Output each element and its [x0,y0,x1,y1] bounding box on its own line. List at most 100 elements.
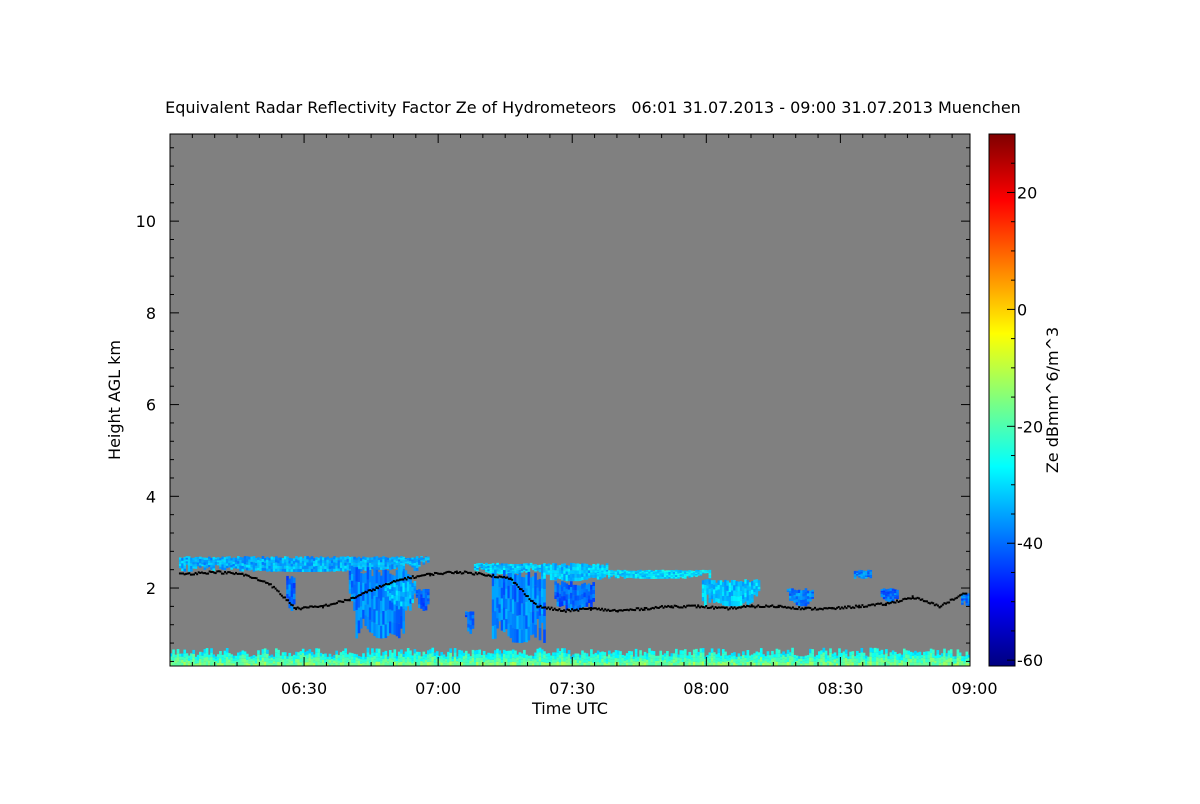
cloud-base-point [531,600,534,603]
cloud-base-point [739,606,742,609]
cloud-base-point [608,609,611,612]
cloud-base-point [207,572,210,575]
cloud-base-point [631,608,634,611]
cloud-base-point [533,602,536,604]
cloud-base-point [224,570,227,573]
cloud-base-point [946,601,949,604]
x-axis-label: Time UTC [531,699,608,718]
cloud-base-point [618,609,621,612]
cloud-base-point [558,608,561,611]
cloud-base-point [205,572,208,575]
cloud-base-point [359,593,362,596]
cloud-base-point [203,572,206,575]
cloud-base-point [231,572,234,575]
cloud-base-point [880,602,883,605]
cloud-base-point [638,609,641,612]
cloud-base-point [596,608,599,611]
cloud-base-point [903,597,906,600]
cloud-base-point [247,574,250,577]
cloud-base-point [593,607,596,610]
cloud-base-point [873,604,876,607]
cloud-base-point [410,577,413,580]
cloud-base-point [507,577,510,580]
cloud-base-point [930,601,933,604]
cloud-base-point [211,570,214,573]
cloud-base-point [191,573,194,576]
cloud-base-point [342,600,345,603]
cloud-base-point [588,607,591,610]
cloud-base-point [590,607,593,609]
cloud-base-point [194,571,197,574]
cloud-base-point [403,577,406,580]
cloud-base-point [853,606,856,609]
cloud-base-point [509,577,512,580]
cloud-base-point [922,600,925,603]
cloud-base-point [921,598,924,601]
cloud-base-point [772,605,775,608]
plot-frame [169,133,971,667]
cloud-base-point [449,571,452,574]
cloud-base-point [672,606,675,609]
cloud-base-point [894,601,897,604]
cloud-base-point [470,571,473,574]
cloud-base-point [307,606,310,609]
x-tick-label: 07:00 [415,679,461,698]
cloud-base-point [845,607,848,610]
cloud-base-point [796,608,799,611]
cloud-base-point [732,607,735,610]
cloud-base-point [955,596,958,599]
cloud-base-point [346,599,349,602]
cloud-base-point [243,574,246,577]
cloud-base-point [291,604,294,607]
cloud-base-point [799,608,802,611]
cloud-base-point [444,571,447,574]
cloud-base-point [506,576,509,579]
cloud-base-point [793,607,796,610]
cloud-base-point [241,572,244,575]
cloud-base-point [840,606,843,609]
cloud-base-point [569,610,572,613]
cloud-region [853,569,873,579]
cloud-base-point [790,607,793,610]
cloud-region [384,579,417,607]
cloud-base-point [725,606,728,609]
cloud-base-point [776,606,779,609]
cloud-base-point [806,606,809,609]
y-tick-label: 8 [146,304,156,323]
cloud-base-point [331,603,334,606]
cloud-base-point [869,604,872,607]
cloud-base-point [654,605,657,608]
cloud-base-point [741,605,744,608]
cloud-base-point [254,577,257,580]
cloud-base-point [402,578,405,581]
cloud-base-point [862,605,865,608]
cloud-base-point [908,597,911,600]
cloud-base-point [820,607,823,610]
cloud-base-point [659,605,662,608]
cloud-base-point [653,607,656,610]
cloud-base-point [885,602,888,605]
cloud-base-point [548,608,551,611]
colorbar-axis: -60 -40 -20 0 20 [1007,133,1043,670]
cloud-base-point [897,601,900,604]
cloud-base-point [302,606,305,609]
cloud-base-point [765,604,768,607]
cloud-base-point [656,606,659,609]
cloud-base-point [298,607,301,610]
cloud-base-point [591,607,594,610]
cloud-base-point [462,572,465,575]
cloud-base-point [186,572,189,575]
cloud-base-point [380,585,383,588]
cloud-base-point [441,573,444,576]
cloud-base-point [500,575,503,578]
cloud-base-point [185,572,188,575]
cloud-base-point [702,606,705,609]
cloud-base-point [451,572,454,574]
cloud-base-point [777,604,780,607]
cloud-base-point [858,604,861,607]
cloud-base-point [433,571,436,574]
cloud-base-point [891,600,894,603]
cloud-base-point [668,605,671,608]
cloud-base-point [915,597,918,600]
cloud-base-point [182,572,185,575]
